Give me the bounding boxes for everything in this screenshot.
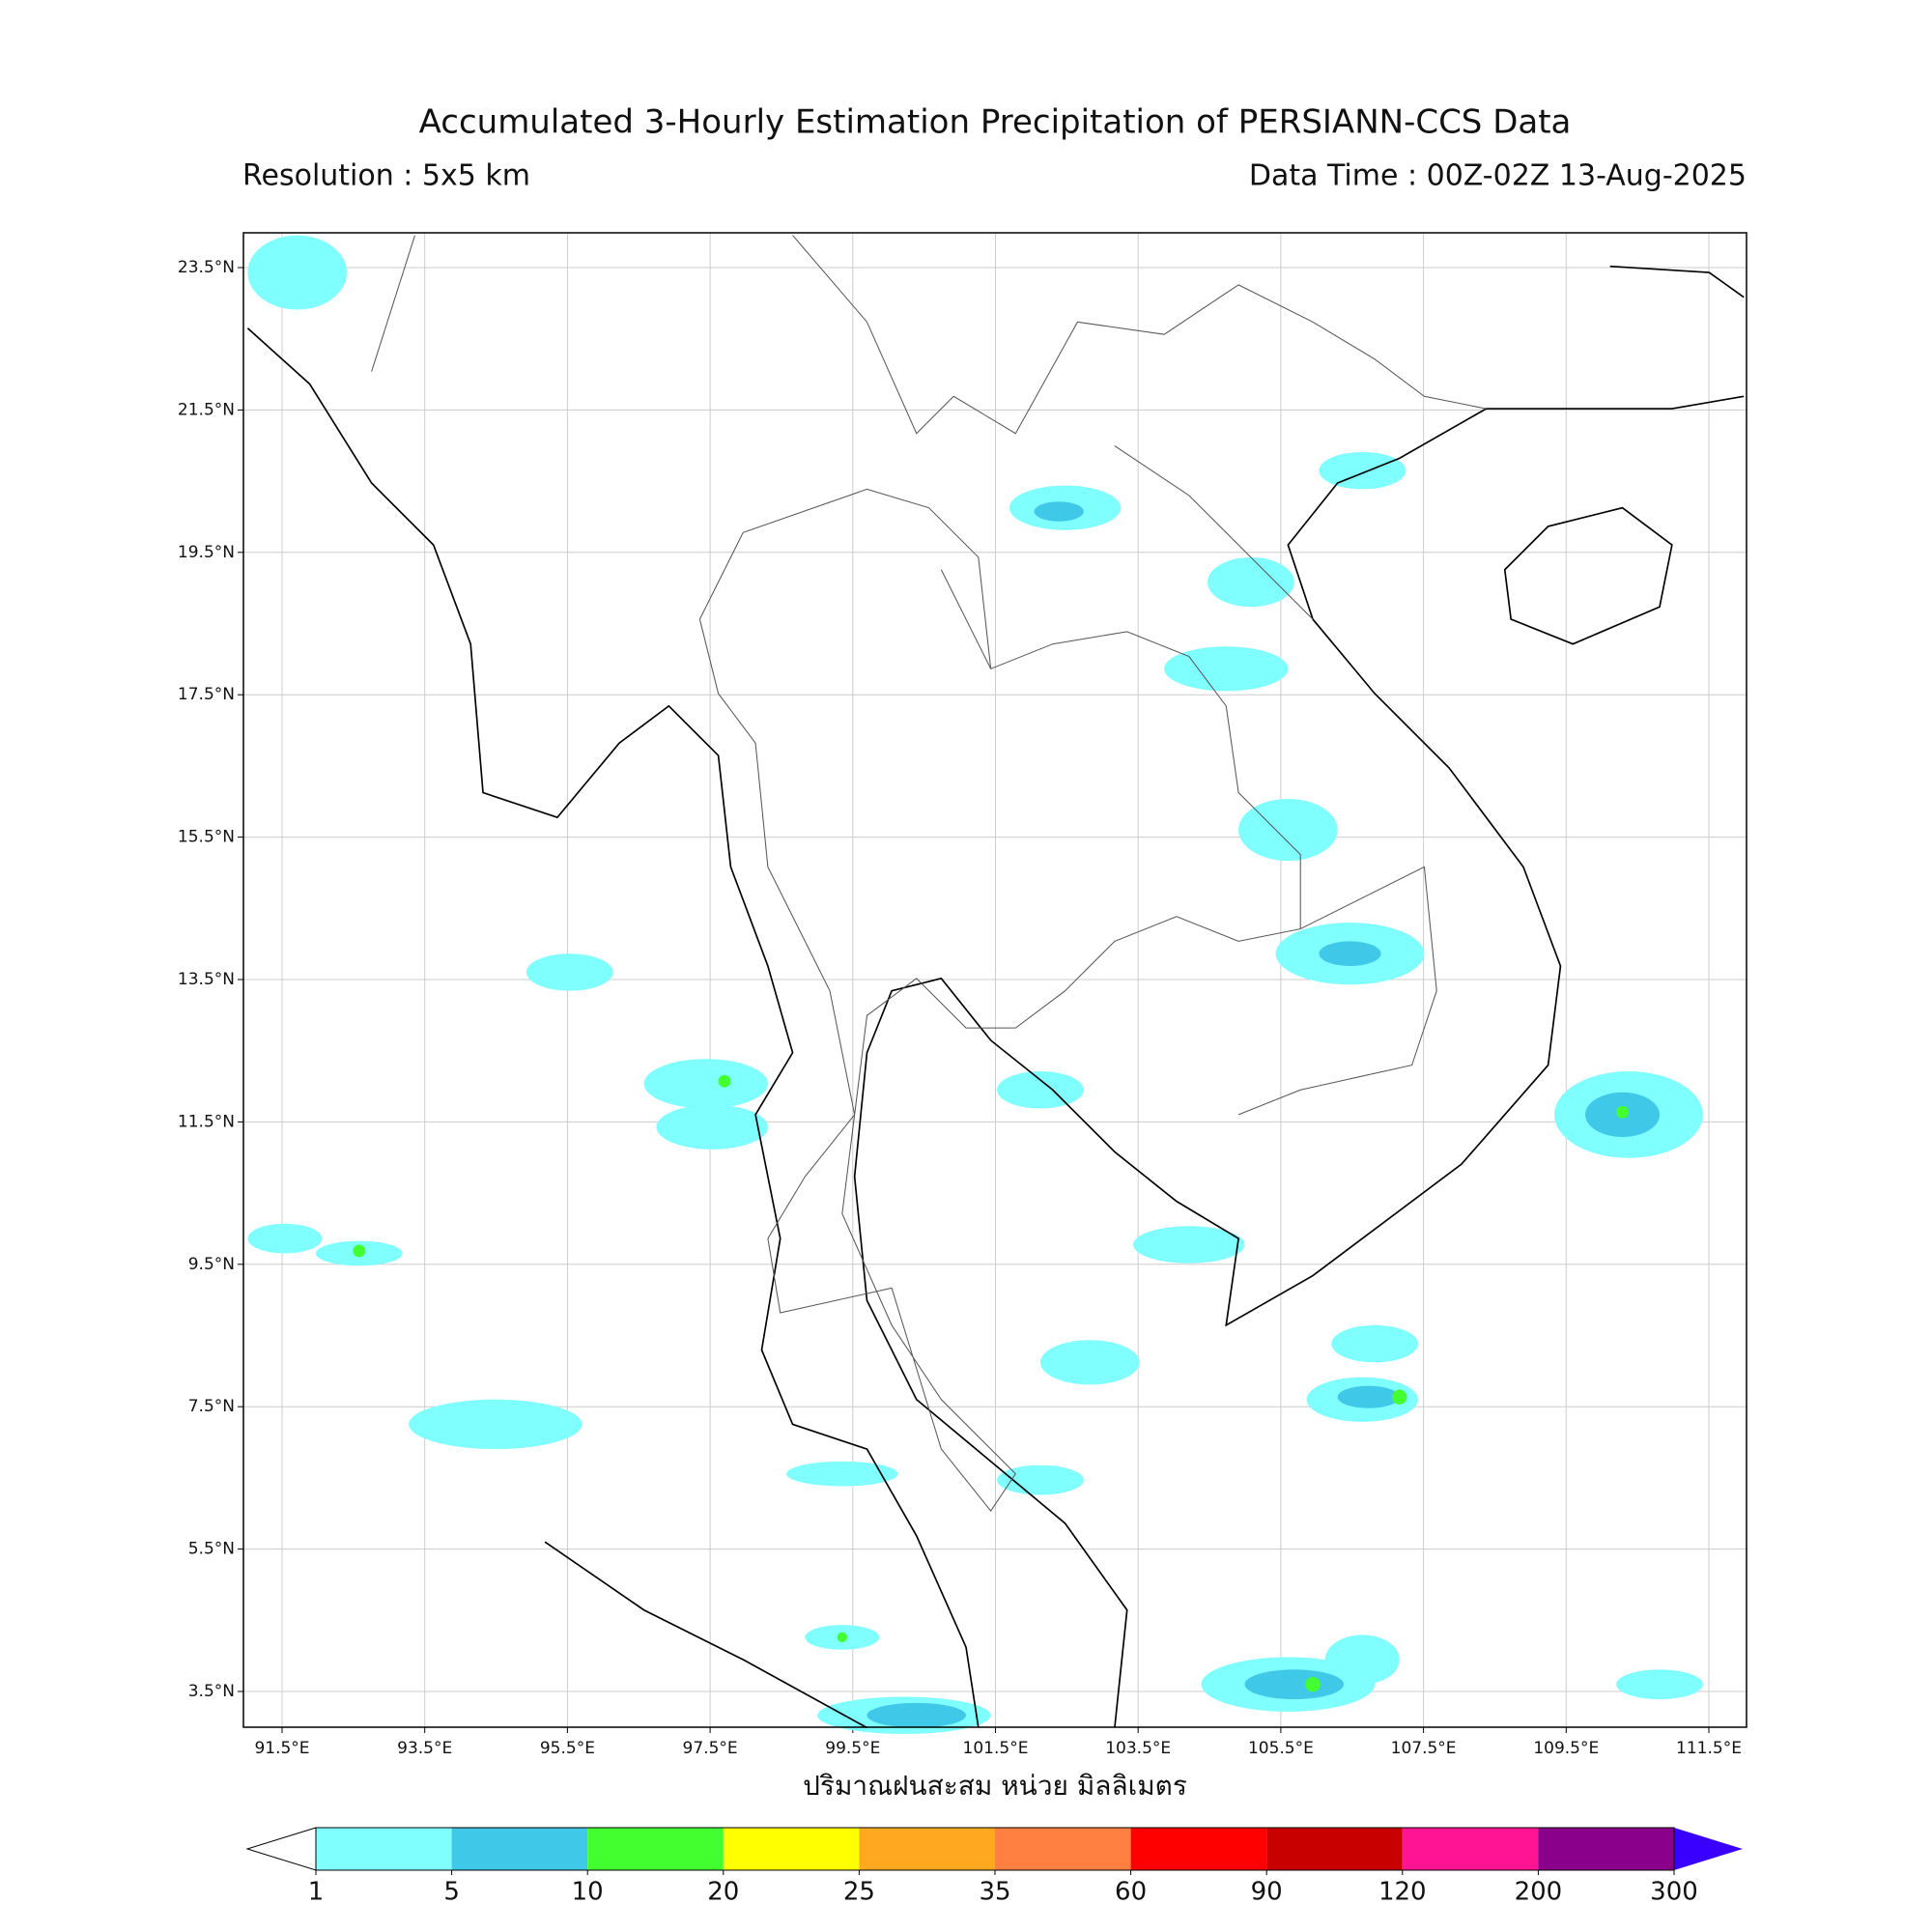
colorbar-segment <box>995 1828 1131 1870</box>
colorbar-tick-label: 300 <box>1650 1878 1698 1907</box>
lat-tick-label: 17.5°N <box>178 685 235 704</box>
colorbar-tick-label: 10 <box>572 1878 604 1907</box>
colorbar-label: ปริมาณฝนสะสม หน่วย มิลลิเมตร <box>803 1770 1187 1802</box>
lon-tick-label: 97.5°E <box>683 1739 738 1758</box>
lon-tick-label: 91.5°E <box>254 1739 309 1758</box>
lat-tick-label: 5.5°N <box>188 1540 235 1559</box>
lon-tick-label: 105.5°E <box>1248 1739 1314 1758</box>
colorbar-tick-label: 200 <box>1515 1878 1563 1907</box>
rain-cores <box>353 1074 1629 1692</box>
map-frame <box>242 232 1747 1728</box>
lon-tick-label: 99.5°E <box>825 1739 880 1758</box>
lat-tick-label: 11.5°N <box>178 1112 235 1131</box>
coastline <box>246 265 1745 1728</box>
lat-tick-label: 9.5°N <box>188 1255 235 1274</box>
lon-tick-label: 95.5°E <box>540 1739 595 1758</box>
thailand-border <box>698 488 1301 1513</box>
data-time: Data Time : 00Z-02Z 13-Aug-2025 <box>1249 159 1747 193</box>
lon-tick-label: 111.5°E <box>1676 1739 1742 1758</box>
country-borders <box>371 235 1487 1116</box>
colorbar-tick-label: 1 <box>308 1878 325 1907</box>
hainan <box>1503 506 1673 645</box>
colorbar: 1 5 10 20 25 35 60 90 120 200 300 <box>245 1827 1743 1907</box>
lat-tick-label: 23.5°N <box>178 258 235 277</box>
colorbar-segment <box>316 1828 452 1870</box>
colorbar-segment <box>723 1828 860 1870</box>
lon-tick-label: 101.5°E <box>963 1739 1029 1758</box>
colorbar-tick-label: 20 <box>707 1878 739 1907</box>
lat-tick-label: 21.5°N <box>178 400 235 419</box>
rain-areas <box>247 235 1703 1734</box>
title: Accumulated 3-Hourly Estimation Precipit… <box>419 103 1572 142</box>
colorbar-segment <box>1538 1828 1674 1870</box>
colorbar-tick-label: 5 <box>443 1878 460 1907</box>
lat-tick-label: 7.5°N <box>188 1397 235 1416</box>
colorbar-segment <box>451 1828 588 1870</box>
colorbar-segment <box>1266 1828 1403 1870</box>
lat-tick-label: 13.5°N <box>178 970 235 989</box>
colorbar-segment <box>1130 1828 1267 1870</box>
map-layer <box>246 235 1745 1734</box>
colorbar-tick-label: 35 <box>979 1878 1010 1907</box>
colorbar-segment <box>859 1828 995 1870</box>
colorbar-segment <box>1402 1828 1539 1870</box>
lat-tick-label: 19.5°N <box>178 543 235 562</box>
resolution: Resolution : 5x5 km <box>242 159 530 193</box>
sumatra <box>544 1541 867 1729</box>
lat-tick-label: 3.5°N <box>188 1682 235 1701</box>
under-arrow <box>245 1827 317 1871</box>
over-arrow <box>1674 1828 1743 1870</box>
colorbar-tick-label: 90 <box>1251 1878 1283 1907</box>
grid: 23.5°N 21.5°N 19.5°N 17.5°N 15.5°N 13.5°N 11.5… <box>178 233 1747 1758</box>
lat-tick-label: 15.5°N <box>178 828 235 847</box>
lon-tick-label: 109.5°E <box>1533 1739 1599 1758</box>
lon-tick-label: 107.5°E <box>1391 1739 1457 1758</box>
rain-areas-medium <box>867 501 1661 1728</box>
colorbar-tick-label: 25 <box>843 1878 875 1907</box>
lon-tick-label: 93.5°E <box>397 1739 452 1758</box>
colorbar-segment <box>587 1828 724 1870</box>
colorbar-tick-label: 60 <box>1115 1878 1147 1907</box>
lon-tick-label: 103.5°E <box>1105 1739 1171 1758</box>
colorbar-tick-label: 120 <box>1378 1878 1427 1907</box>
